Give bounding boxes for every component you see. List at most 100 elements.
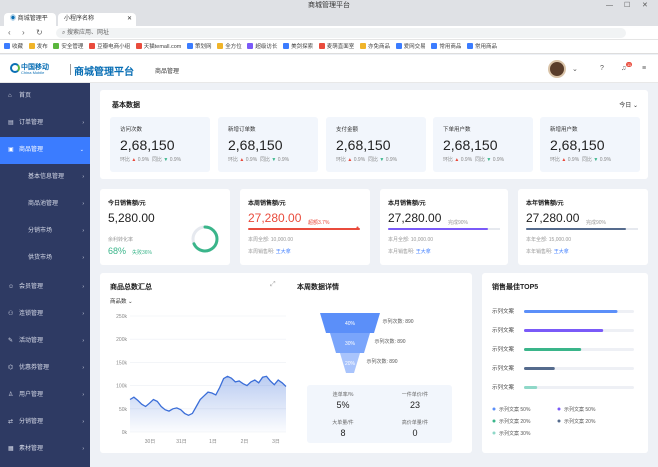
sales-value: 27,280.00 bbox=[388, 211, 442, 225]
reload-icon[interactable]: ↻ bbox=[36, 28, 43, 37]
bookmark-item[interactable]: 发布 bbox=[28, 40, 48, 53]
user-icon: ♙ bbox=[8, 392, 14, 398]
legend-label: 示列文案 20% bbox=[564, 418, 596, 425]
menu-icon[interactable]: ≡ bbox=[642, 65, 647, 72]
sidebar-item-label: 会员管理 bbox=[19, 284, 44, 290]
funnel-label: 30% bbox=[345, 341, 356, 347]
sidebar-subitem-supply-market[interactable]: 供货市场 › bbox=[0, 245, 90, 272]
sales-value: 27,280.00 bbox=[526, 211, 580, 225]
sidebar-item-chain[interactable]: ⚇ 连锁管理 › bbox=[0, 301, 90, 328]
goods-area-chart: 250k 200k 150k 100k 50k 0k 30日 31日 1日 2日 3日 bbox=[116, 314, 287, 445]
bell-icon[interactable]: ♫ bbox=[621, 65, 627, 72]
date-filter-select[interactable]: 今日 ⌄ bbox=[619, 100, 638, 109]
bar-category-label: 示列文案 bbox=[492, 345, 515, 353]
metric-label: 高价单量/件 bbox=[401, 420, 429, 426]
sidebar-item-materials[interactable]: ▦ 素材管理 › bbox=[0, 436, 90, 463]
sidebar-item-goods[interactable]: ▣ 商品管理 ⌄ bbox=[0, 137, 90, 164]
metric-value: 8 bbox=[340, 428, 346, 438]
sales-card-week: 本周销售额/元 27,280.00 超额3.7% ● 本周全部: 10,000.… bbox=[240, 189, 370, 265]
sales-suffix: 完成90% bbox=[448, 220, 469, 226]
sidebar-item-orders[interactable]: ▤ 订单管理 › bbox=[0, 110, 90, 137]
sidebar-item-users[interactable]: ♙ 用户管理 › bbox=[0, 382, 90, 409]
bar bbox=[524, 386, 538, 389]
browser-tab-1[interactable]: ◉ 商城管理平台 bbox=[4, 13, 56, 35]
stat-label: 访问次数 bbox=[120, 127, 143, 133]
chevron-right-icon: › bbox=[82, 201, 84, 207]
legend-label: 示列文案 50% bbox=[499, 406, 531, 413]
sidebar-item-label: 素材管理 bbox=[19, 446, 44, 452]
sales-progress-bar bbox=[388, 228, 488, 230]
maximize-icon[interactable]: ☐ bbox=[624, 2, 631, 9]
bookmark-item[interactable]: 亦免商品 bbox=[359, 40, 390, 53]
stat-compare: 环比 ▲ 0.9% 同比 ▼ 0.9% bbox=[228, 157, 290, 163]
china-mobile-logo[interactable]: 中国移动 China Mobile bbox=[10, 62, 64, 76]
bookmark-item[interactable]: 爱网交易 bbox=[395, 40, 426, 53]
sales-card-month: 本月销售额/元 27,280.00 完成90% 本月全部: 10,000.00 … bbox=[380, 189, 508, 265]
material-icon: ▦ bbox=[8, 446, 14, 452]
bar-category-label: 示列文案 bbox=[492, 307, 515, 315]
sidebar-item-label: 首页 bbox=[19, 93, 32, 99]
goods-icon: ▣ bbox=[8, 147, 14, 153]
header-divider bbox=[70, 64, 71, 75]
x-tick-label: 2日 bbox=[241, 439, 249, 445]
top5-title: 销售最佳TOP5 bbox=[492, 284, 539, 291]
bookmark-item[interactable]: 安全管理 bbox=[53, 40, 83, 53]
x-tick-label: 30日 bbox=[145, 439, 156, 445]
order-icon: ▤ bbox=[8, 120, 14, 126]
bookmark-item[interactable]: 收藏 bbox=[4, 40, 23, 53]
window-title: 商城管理平台 bbox=[308, 2, 350, 9]
goods-summary-title: 商品总数汇总 bbox=[110, 284, 152, 291]
close-icon[interactable]: ✕ bbox=[642, 2, 648, 9]
funnel-segment bbox=[330, 333, 370, 353]
forward-icon[interactable]: › bbox=[22, 28, 25, 37]
chevron-down-icon[interactable]: ⌄ bbox=[572, 66, 578, 73]
chevron-down-icon: ⌄ bbox=[128, 299, 133, 305]
logo-text: 中国移动 bbox=[21, 64, 49, 71]
sidebar-item-activity[interactable]: ✎ 活动管理 › bbox=[0, 328, 90, 355]
sales-total: 本年全部: 15,000.00 bbox=[526, 237, 572, 243]
stat-compare: 环比 ▲ 0.9% 同比 ▼ 0.9% bbox=[443, 157, 505, 163]
stat-compare: 环比 ▲ 0.9% 同比 ▼ 0.9% bbox=[120, 157, 182, 163]
sidebar-subitem-basic-info[interactable]: 基本信息管理 › bbox=[0, 164, 90, 191]
funnel-chart: 40% 示列次数: 890 30% 示列次数: 890 20% 示列次数: 890 bbox=[320, 313, 414, 373]
sidebar-subitem-distribution-market[interactable]: 分销市场 › bbox=[0, 218, 90, 245]
funnel-label: 40% bbox=[345, 321, 356, 327]
sidebar-item-members[interactable]: ☺ 会员管理 › bbox=[0, 274, 90, 301]
sidebar-item-label: 基本信息管理 bbox=[28, 174, 65, 180]
header-menu-goods[interactable]: 商品管理 bbox=[155, 69, 180, 75]
coupon-icon: ⌬ bbox=[8, 365, 14, 371]
sidebar-item-distribution[interactable]: ⇄ 分销管理 › bbox=[0, 409, 90, 436]
metric-label: 连单率/% bbox=[332, 392, 354, 398]
goods-type-select[interactable]: 商品数 ⌄ bbox=[110, 297, 133, 305]
chevron-right-icon: › bbox=[82, 392, 84, 398]
avatar[interactable] bbox=[548, 60, 566, 78]
chevron-right-icon: › bbox=[82, 338, 84, 344]
stat-card: 新增订单数 2,68,150 环比 ▲ 0.9% 同比 ▼ 0.9% bbox=[218, 117, 318, 172]
bookmark-item[interactable]: 常用商品 bbox=[431, 40, 461, 53]
bookmark-item[interactable]: 麦萌直面室 bbox=[318, 40, 354, 53]
back-icon[interactable]: ‹ bbox=[8, 28, 11, 37]
url-input[interactable]: ⌕ 搜索应用、网址 bbox=[56, 28, 626, 38]
bookmark-item[interactable]: 常用商品 bbox=[467, 40, 497, 53]
fullscreen-icon[interactable]: ⤢ bbox=[270, 281, 276, 288]
browser-tab-2[interactable]: 小程序名称 ✕ bbox=[58, 13, 136, 26]
sidebar-item-home[interactable]: ⌂ 首页 bbox=[0, 83, 90, 110]
sidebar-subitem-goods-pool[interactable]: 商品池管理 › bbox=[0, 191, 90, 218]
bookmark-item[interactable]: 策划网 bbox=[187, 40, 212, 53]
stat-label: 新增用户数 bbox=[550, 127, 578, 133]
sidebar-item-coupons[interactable]: ⌬ 优惠券管理 › bbox=[0, 355, 90, 382]
bookmark-item[interactable]: 美剑探索 bbox=[283, 40, 313, 53]
minimize-icon[interactable]: — bbox=[606, 2, 613, 9]
bookmark-item[interactable]: 超级访长 bbox=[247, 40, 277, 53]
stat-card: 支付金额 2,68,150 环比 ▲ 0.9% 同比 ▼ 0.9% bbox=[326, 117, 426, 172]
legend-label: 示列文案 50% bbox=[564, 406, 596, 413]
help-icon[interactable]: ? bbox=[600, 65, 604, 72]
stat-value: 2,68,150 bbox=[336, 137, 391, 153]
bookmark-item[interactable]: 全方位 bbox=[217, 40, 242, 53]
tab-close-icon[interactable]: ✕ bbox=[126, 16, 132, 22]
legend-dot bbox=[492, 431, 496, 435]
bookmark-item[interactable]: 豆瓣电商小组 bbox=[89, 40, 130, 53]
search-icon: ⌕ bbox=[62, 30, 66, 36]
bookmark-item[interactable]: 天猫temall.com bbox=[135, 40, 181, 53]
